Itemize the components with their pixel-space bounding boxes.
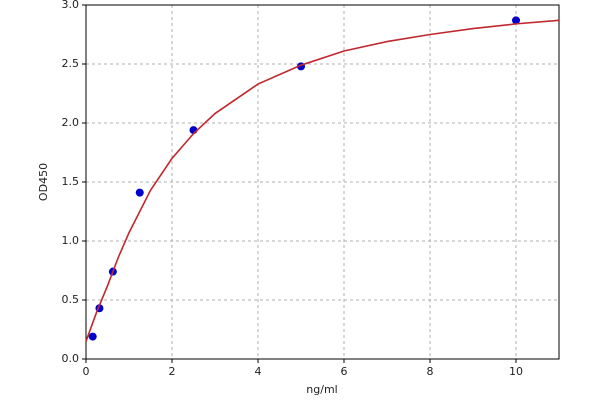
x-tick-label: 4	[255, 365, 262, 378]
y-tick-label: 0.0	[62, 352, 80, 365]
x-tick-label: 10	[509, 365, 523, 378]
data-point	[512, 16, 520, 25]
plot-frame	[85, 4, 560, 360]
y-tick-label: 2.5	[62, 57, 80, 70]
y-tick-label: 1.5	[62, 175, 80, 188]
y-tick-label: 2.0	[62, 116, 80, 129]
x-axis-label: ng/ml	[306, 383, 337, 396]
x-tick-label: 2	[169, 365, 176, 378]
data-point	[88, 332, 97, 341]
x-tick-label: 8	[427, 365, 434, 378]
y-tick-label: 1.0	[62, 234, 80, 247]
y-tick-label: 0.5	[62, 293, 80, 306]
data-point	[135, 188, 144, 197]
x-tick-label: 6	[341, 365, 348, 378]
fit-curve	[85, 19, 560, 342]
y-axis-label: OD450	[37, 163, 50, 201]
x-tick-label: 0	[83, 365, 90, 378]
y-tick-label: 3.0	[62, 0, 80, 11]
